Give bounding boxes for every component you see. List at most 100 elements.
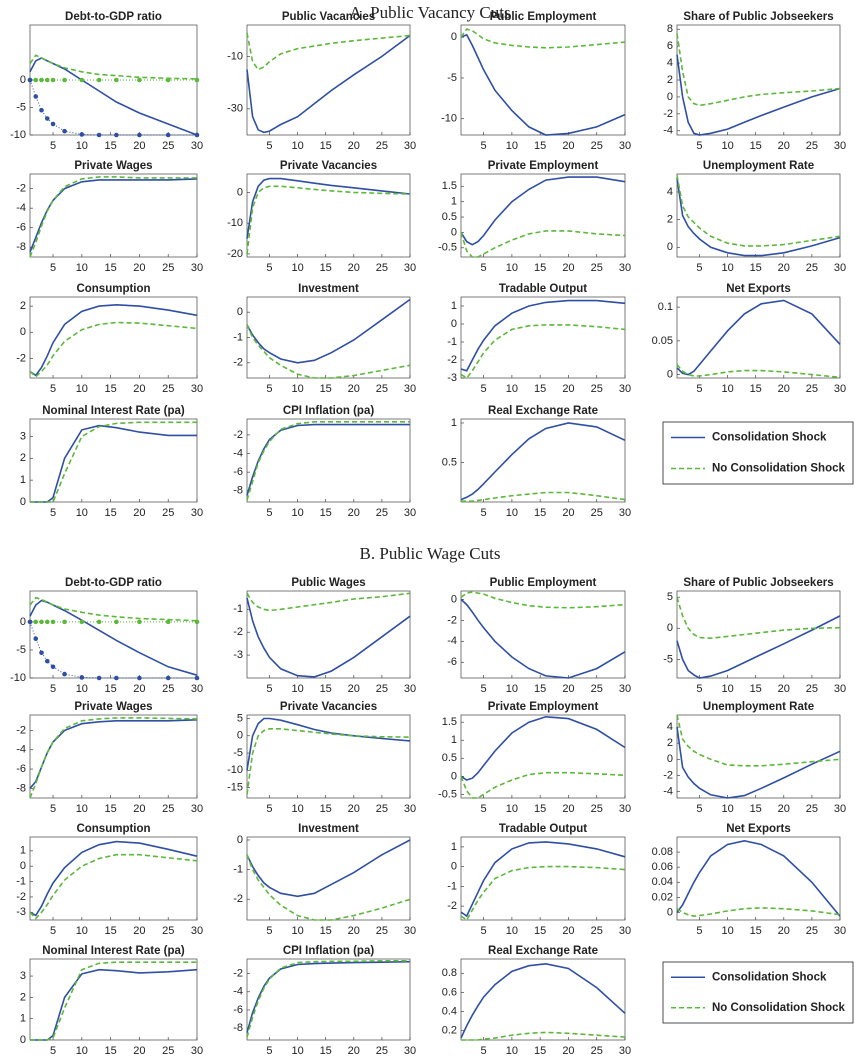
y-tick-label: -30 [227, 103, 243, 115]
marker [165, 619, 171, 625]
y-tick-label: -1 [233, 864, 243, 876]
axes-box [460, 418, 626, 503]
x-tick-label: 25 [162, 507, 174, 519]
y-tick-label: 3 [20, 970, 26, 982]
subplot-title: Private Vacancies [280, 160, 377, 172]
x-tick-label: 15 [750, 925, 762, 937]
line [29, 840, 198, 917]
x-tick-label: 25 [806, 140, 818, 152]
x-tick-label: 30 [404, 507, 416, 519]
x-tick-label: 30 [619, 507, 631, 519]
marker [79, 675, 85, 680]
x-tick-label: 30 [191, 507, 203, 519]
y-tick-label: 2 [667, 737, 673, 749]
x-tick-label: 5 [481, 683, 487, 695]
marker [44, 619, 50, 625]
y-tick-label: 0.02 [652, 891, 673, 903]
x-tick-label: 20 [778, 925, 790, 937]
x-tick-label: 25 [591, 507, 603, 519]
marker [137, 619, 142, 625]
line [29, 321, 198, 378]
x-tick-label: 10 [291, 507, 303, 519]
x-tick-label: 10 [291, 925, 303, 937]
y-tick-label: 0 [237, 730, 243, 742]
x-tick-label: 25 [806, 925, 818, 937]
y-tick-label: -4 [16, 202, 26, 214]
x-tick-label: 20 [562, 140, 574, 152]
line [246, 34, 411, 134]
line [676, 714, 841, 767]
y-tick-label: -5 [447, 72, 457, 84]
x-tick-label: 30 [834, 683, 846, 695]
marker [62, 77, 67, 83]
subplot-title: Share of Public Jobseekers [683, 577, 833, 589]
line [246, 177, 411, 239]
y-tick-label: 0 [451, 318, 457, 330]
x-tick-label: 5 [266, 683, 272, 695]
line [246, 728, 411, 795]
y-tick-label: 0 [451, 770, 457, 782]
x-tick-label: 5 [50, 925, 56, 937]
x-tick-label: 15 [104, 925, 116, 937]
x-tick-label: 20 [562, 683, 574, 695]
y-tick-label: 2 [20, 300, 26, 312]
y-tick-label: 0 [667, 91, 673, 103]
subplot: Real Exchange Rate 5 10 15 20 25 30 0.5 1 [442, 405, 631, 519]
line [676, 363, 841, 379]
x-tick-label: 20 [562, 1045, 574, 1057]
x-tick-label: 30 [834, 383, 846, 395]
x-tick-label: 10 [291, 803, 303, 815]
line [30, 421, 197, 503]
y-tick-label: 0 [667, 241, 673, 253]
x-tick-label: 5 [266, 925, 272, 937]
x-tick-label: 25 [376, 383, 388, 395]
y-tick-label: 0 [667, 369, 673, 381]
marker [62, 128, 67, 134]
axes-box [460, 836, 626, 921]
x-tick-label: 5 [696, 683, 702, 695]
y-tick-label: 0.4 [442, 1005, 457, 1017]
y-tick-label: 0 [667, 906, 673, 918]
subplot-title: Real Exchange Rate [488, 405, 598, 417]
subplot-title: Nominal Interest Rate (pa) [42, 405, 185, 417]
legend-box [662, 961, 854, 1024]
axes-box [676, 24, 841, 136]
subplot-title: Public Wages [291, 577, 365, 589]
axes-box [246, 173, 411, 258]
subplot-title: Unemployment Rate [703, 701, 814, 713]
line [246, 421, 410, 501]
line [29, 176, 197, 258]
x-tick-label: 10 [291, 383, 303, 395]
x-tick-label: 20 [778, 803, 790, 815]
x-tick-label: 10 [291, 262, 303, 274]
x-tick-label: 30 [404, 383, 416, 395]
x-tick-label: 20 [562, 803, 574, 815]
x-tick-label: 5 [266, 1045, 272, 1057]
axes-box [246, 714, 411, 799]
marker [39, 619, 44, 625]
marker [114, 675, 119, 681]
x-tick-label: 20 [562, 507, 574, 519]
y-tick-label: 1 [451, 417, 457, 429]
y-tick-label: 2 [667, 214, 673, 226]
subplot-title: Share of Public Jobseekers [683, 11, 833, 23]
y-tick-label: 4 [667, 57, 673, 69]
marker [194, 77, 200, 83]
y-tick-label: -10 [227, 50, 243, 62]
x-tick-label: 15 [104, 803, 116, 815]
x-tick-label: 5 [50, 683, 56, 695]
axes-box [676, 836, 841, 921]
x-tick-label: 15 [534, 683, 546, 695]
line [30, 424, 197, 503]
axes-box [246, 296, 411, 379]
subplot-title: Private Wages [74, 701, 152, 713]
y-tick-label: -1 [16, 875, 26, 887]
y-tick-label: 1.5 [442, 716, 457, 728]
x-tick-label: 5 [696, 925, 702, 937]
x-tick-label: 30 [191, 1045, 203, 1057]
y-tick-label: -2 [233, 357, 243, 369]
y-tick-label: 1 [451, 841, 457, 853]
axes-box [460, 714, 626, 799]
subplot-title: Debt-to-GDP ratio [65, 11, 162, 23]
x-tick-label: 15 [534, 140, 546, 152]
